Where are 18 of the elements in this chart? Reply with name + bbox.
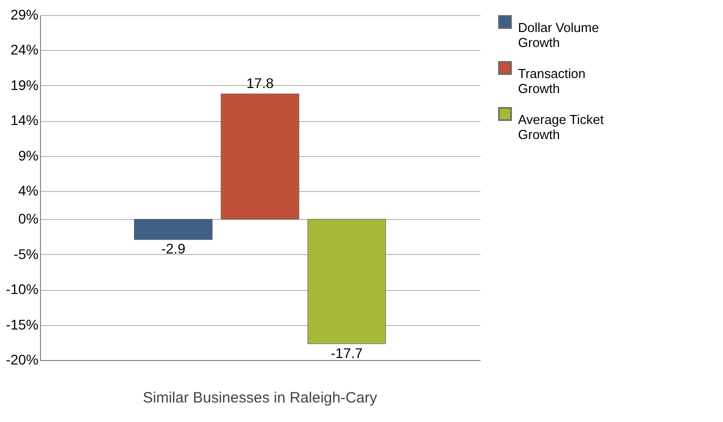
y-tick-label: -5% [14,246,38,262]
y-tick-label: 9% [18,147,38,164]
legend-label: Average Ticket Growth [518,112,604,142]
data-label: -2.9 [161,240,186,257]
x-tick-label: Similar Businesses in Raleigh-Cary [142,390,378,406]
y-tick-label: 4% [18,182,38,199]
y-tick-label: -20% [6,352,38,368]
data-label: 17.8 [246,74,274,91]
legend-label: Dollar Volume Growth [518,20,599,50]
legend-label: Transaction Growth [518,66,586,96]
data-label: -17.7 [330,344,363,361]
y-tick-label: 14% [10,112,38,128]
y-tick-label: 0% [18,210,38,227]
y-tick-label: 29% [10,6,38,22]
y-tick-label: 19% [10,76,38,93]
y-tick-label: -15% [6,316,38,332]
y-tick-label: -10% [6,281,38,298]
y-tick-label: 24% [10,42,38,58]
